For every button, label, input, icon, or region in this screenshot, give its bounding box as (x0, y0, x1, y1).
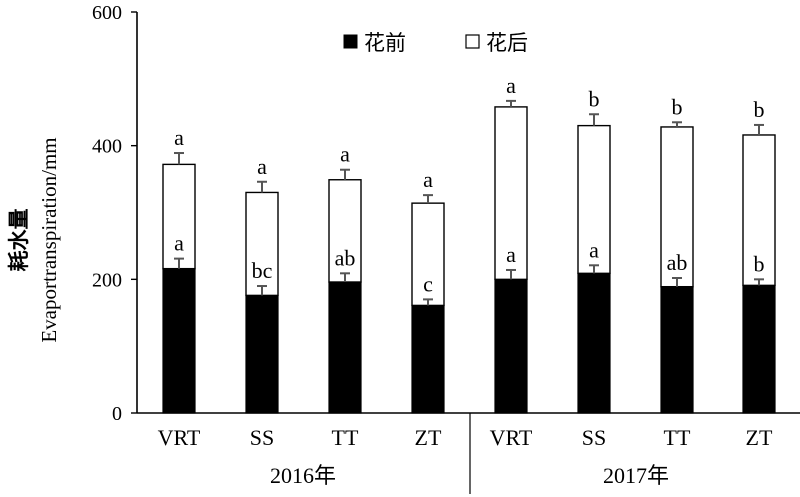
category-label: SS (582, 425, 606, 450)
significance-letter-after-flowering: a (174, 125, 184, 150)
x-axis (137, 412, 800, 494)
legend-label-before-flowering: 花前 (364, 31, 406, 55)
bar-after-flowering (411, 202, 445, 307)
significance-letter-after-flowering: b (754, 97, 765, 122)
bar-before-flowering (660, 286, 694, 414)
group-label: 2016年 (270, 463, 336, 488)
group-label: 2017年 (603, 463, 669, 488)
legend: 花前 花后 (343, 31, 528, 55)
bar-after-flowering (245, 191, 279, 297)
significance-letter-after-flowering: a (257, 154, 267, 179)
group-labels: 2016年 2017年 (270, 463, 669, 488)
y-tick-label: 200 (92, 269, 122, 291)
category-label: TT (332, 425, 359, 450)
bar-after-flowering (577, 124, 611, 275)
y-axis-title-cn: 耗水量 (7, 209, 31, 272)
significance-letter-before-flowering: bc (252, 258, 273, 283)
bar-after-flowering (742, 134, 776, 287)
y-tick-label: 400 (92, 136, 122, 158)
y-ticks: 0 200 400 600 (92, 2, 137, 425)
y-tick-label: 0 (112, 403, 122, 425)
y-axis: 0 200 400 600 (92, 2, 138, 425)
category-label: VRT (490, 425, 533, 450)
bar-before-flowering (742, 284, 776, 414)
bar-after-flowering (328, 179, 362, 283)
y-axis-title: 耗水量 Evaportranspiration/mm (7, 137, 61, 342)
category-label: VRT (158, 425, 201, 450)
significance-letter-after-flowering: a (423, 167, 433, 192)
significance-letter-before-flowering: b (754, 251, 765, 276)
bar-before-flowering (577, 272, 611, 414)
significance-letter-after-flowering: a (506, 73, 516, 98)
bar-after-flowering (660, 126, 694, 288)
significance-letter-before-flowering: ab (667, 250, 688, 275)
legend-label-after-flowering: 花后 (486, 31, 528, 55)
significance-letter-after-flowering: b (589, 86, 600, 111)
category-label: ZT (415, 425, 442, 450)
category-label: ZT (746, 425, 773, 450)
significance-letter-before-flowering: ab (335, 245, 356, 270)
category-label: TT (664, 425, 691, 450)
category-label: SS (250, 425, 274, 450)
significance-letter-before-flowering: c (423, 271, 433, 296)
significance-letter-after-flowering: a (340, 142, 350, 167)
legend-swatch-after-flowering (465, 34, 480, 49)
y-axis-title-en: Evaportranspiration/mm (37, 137, 61, 342)
y-tick-label: 600 (92, 2, 122, 24)
category-labels: VRT SS TT ZT VRT SS TT ZT (158, 425, 773, 450)
bar-before-flowering (245, 294, 279, 414)
legend-swatch-before-flowering (343, 34, 358, 49)
significance-letter-before-flowering: a (506, 242, 516, 267)
bar-before-flowering (411, 304, 445, 414)
bar-before-flowering (494, 278, 528, 414)
bar-before-flowering (328, 281, 362, 414)
bar-before-flowering (162, 268, 196, 414)
significance-letter-after-flowering: b (672, 94, 683, 119)
significance-letter-before-flowering: a (589, 237, 599, 262)
significance-letter-before-flowering: a (174, 231, 184, 256)
